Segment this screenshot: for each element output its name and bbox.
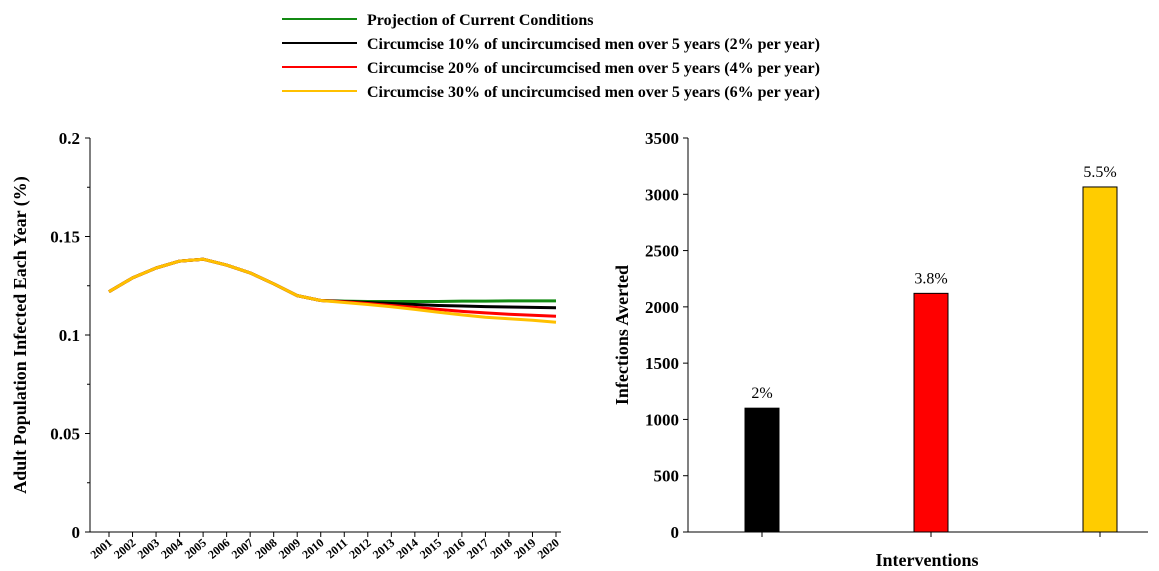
legend-label-3: Circumcise 30% of uncircumcised men over…	[367, 84, 820, 101]
bar-y-tick-label: 3500	[645, 129, 679, 148]
legend-label-1: Circumcise 10% of uncircumcised men over…	[367, 36, 820, 53]
line-x-tick-label: 2006	[205, 536, 232, 562]
bar-y-tick-label: 1000	[645, 410, 679, 429]
legend: Projection of Current Conditions Circumci…	[282, 12, 820, 101]
bar-data-label-1: 3.8%	[914, 270, 947, 287]
bar-x-axis-title: Interventions	[876, 550, 979, 570]
line-y-tick-label: 0.2	[59, 129, 80, 148]
line-series-3	[108, 257, 557, 324]
line-x-tick-label: 2007	[229, 536, 256, 562]
line-y-tick-label: 0.05	[50, 425, 80, 444]
bar-data-label-2: 5.5%	[1083, 164, 1116, 181]
line-x-tick-label: 2003	[135, 536, 162, 562]
line-x-tick-label: 2011	[323, 536, 350, 562]
line-x-tick-label: 2014	[393, 536, 420, 562]
line-x-tick-label: 2013	[370, 536, 397, 562]
line-series-0	[108, 257, 556, 303]
bar-y-tick-label: 2000	[645, 298, 679, 317]
line-x-tick-label: 2004	[158, 536, 185, 562]
bar-y-tick-label: 1500	[645, 354, 679, 373]
line-x-tick-label: 2005	[182, 536, 209, 562]
line-x-tick-label: 2010	[299, 536, 326, 562]
line-x-tick-label: 2001	[88, 536, 115, 562]
line-x-tick-label: 2019	[511, 536, 538, 562]
bar-y-tick-label: 500	[654, 467, 680, 486]
line-x-tick-label: 2012	[346, 536, 373, 562]
legend-label-2: Circumcise 20% of uncircumcised men over…	[367, 60, 820, 77]
line-chart: 00.050.10.150.22001200220032004200520062…	[10, 129, 562, 562]
line-x-tick-label: 2002	[111, 536, 138, 562]
line-x-tick-label: 2020	[535, 536, 562, 562]
legend-label-0: Projection of Current Conditions	[367, 12, 594, 29]
line-x-tick-label: 2008	[252, 536, 279, 562]
bar-y-tick-label: 3000	[645, 185, 679, 204]
line-x-tick-label: 2016	[440, 536, 467, 562]
line-x-tick-label: 2015	[417, 536, 444, 562]
bar-y-tick-label: 2500	[645, 242, 679, 261]
line-x-tick-label: 2018	[487, 536, 514, 562]
bar-0	[744, 407, 780, 533]
bar-1	[913, 292, 949, 533]
line-y-tick-label: 0.1	[59, 326, 80, 345]
bar-data-label-0: 2%	[751, 385, 772, 402]
line-x-tick-label: 2017	[464, 536, 491, 562]
line-x-tick-label: 2009	[276, 536, 303, 562]
line-y-axis-title: Adult Population Infected Each Year (%)	[10, 176, 31, 494]
line-y-tick-label: 0.15	[50, 228, 80, 247]
bar-y-tick-label: 0	[671, 523, 680, 542]
bar-y-axis-title: Infections Averted	[612, 265, 632, 405]
line-y-tick-label: 0	[72, 523, 81, 542]
bar-2	[1082, 186, 1118, 533]
bar-chart: 0 500 1000 1500 2000 2500 3000 3500 2% 3.8% 5.5% In…	[612, 129, 1148, 570]
